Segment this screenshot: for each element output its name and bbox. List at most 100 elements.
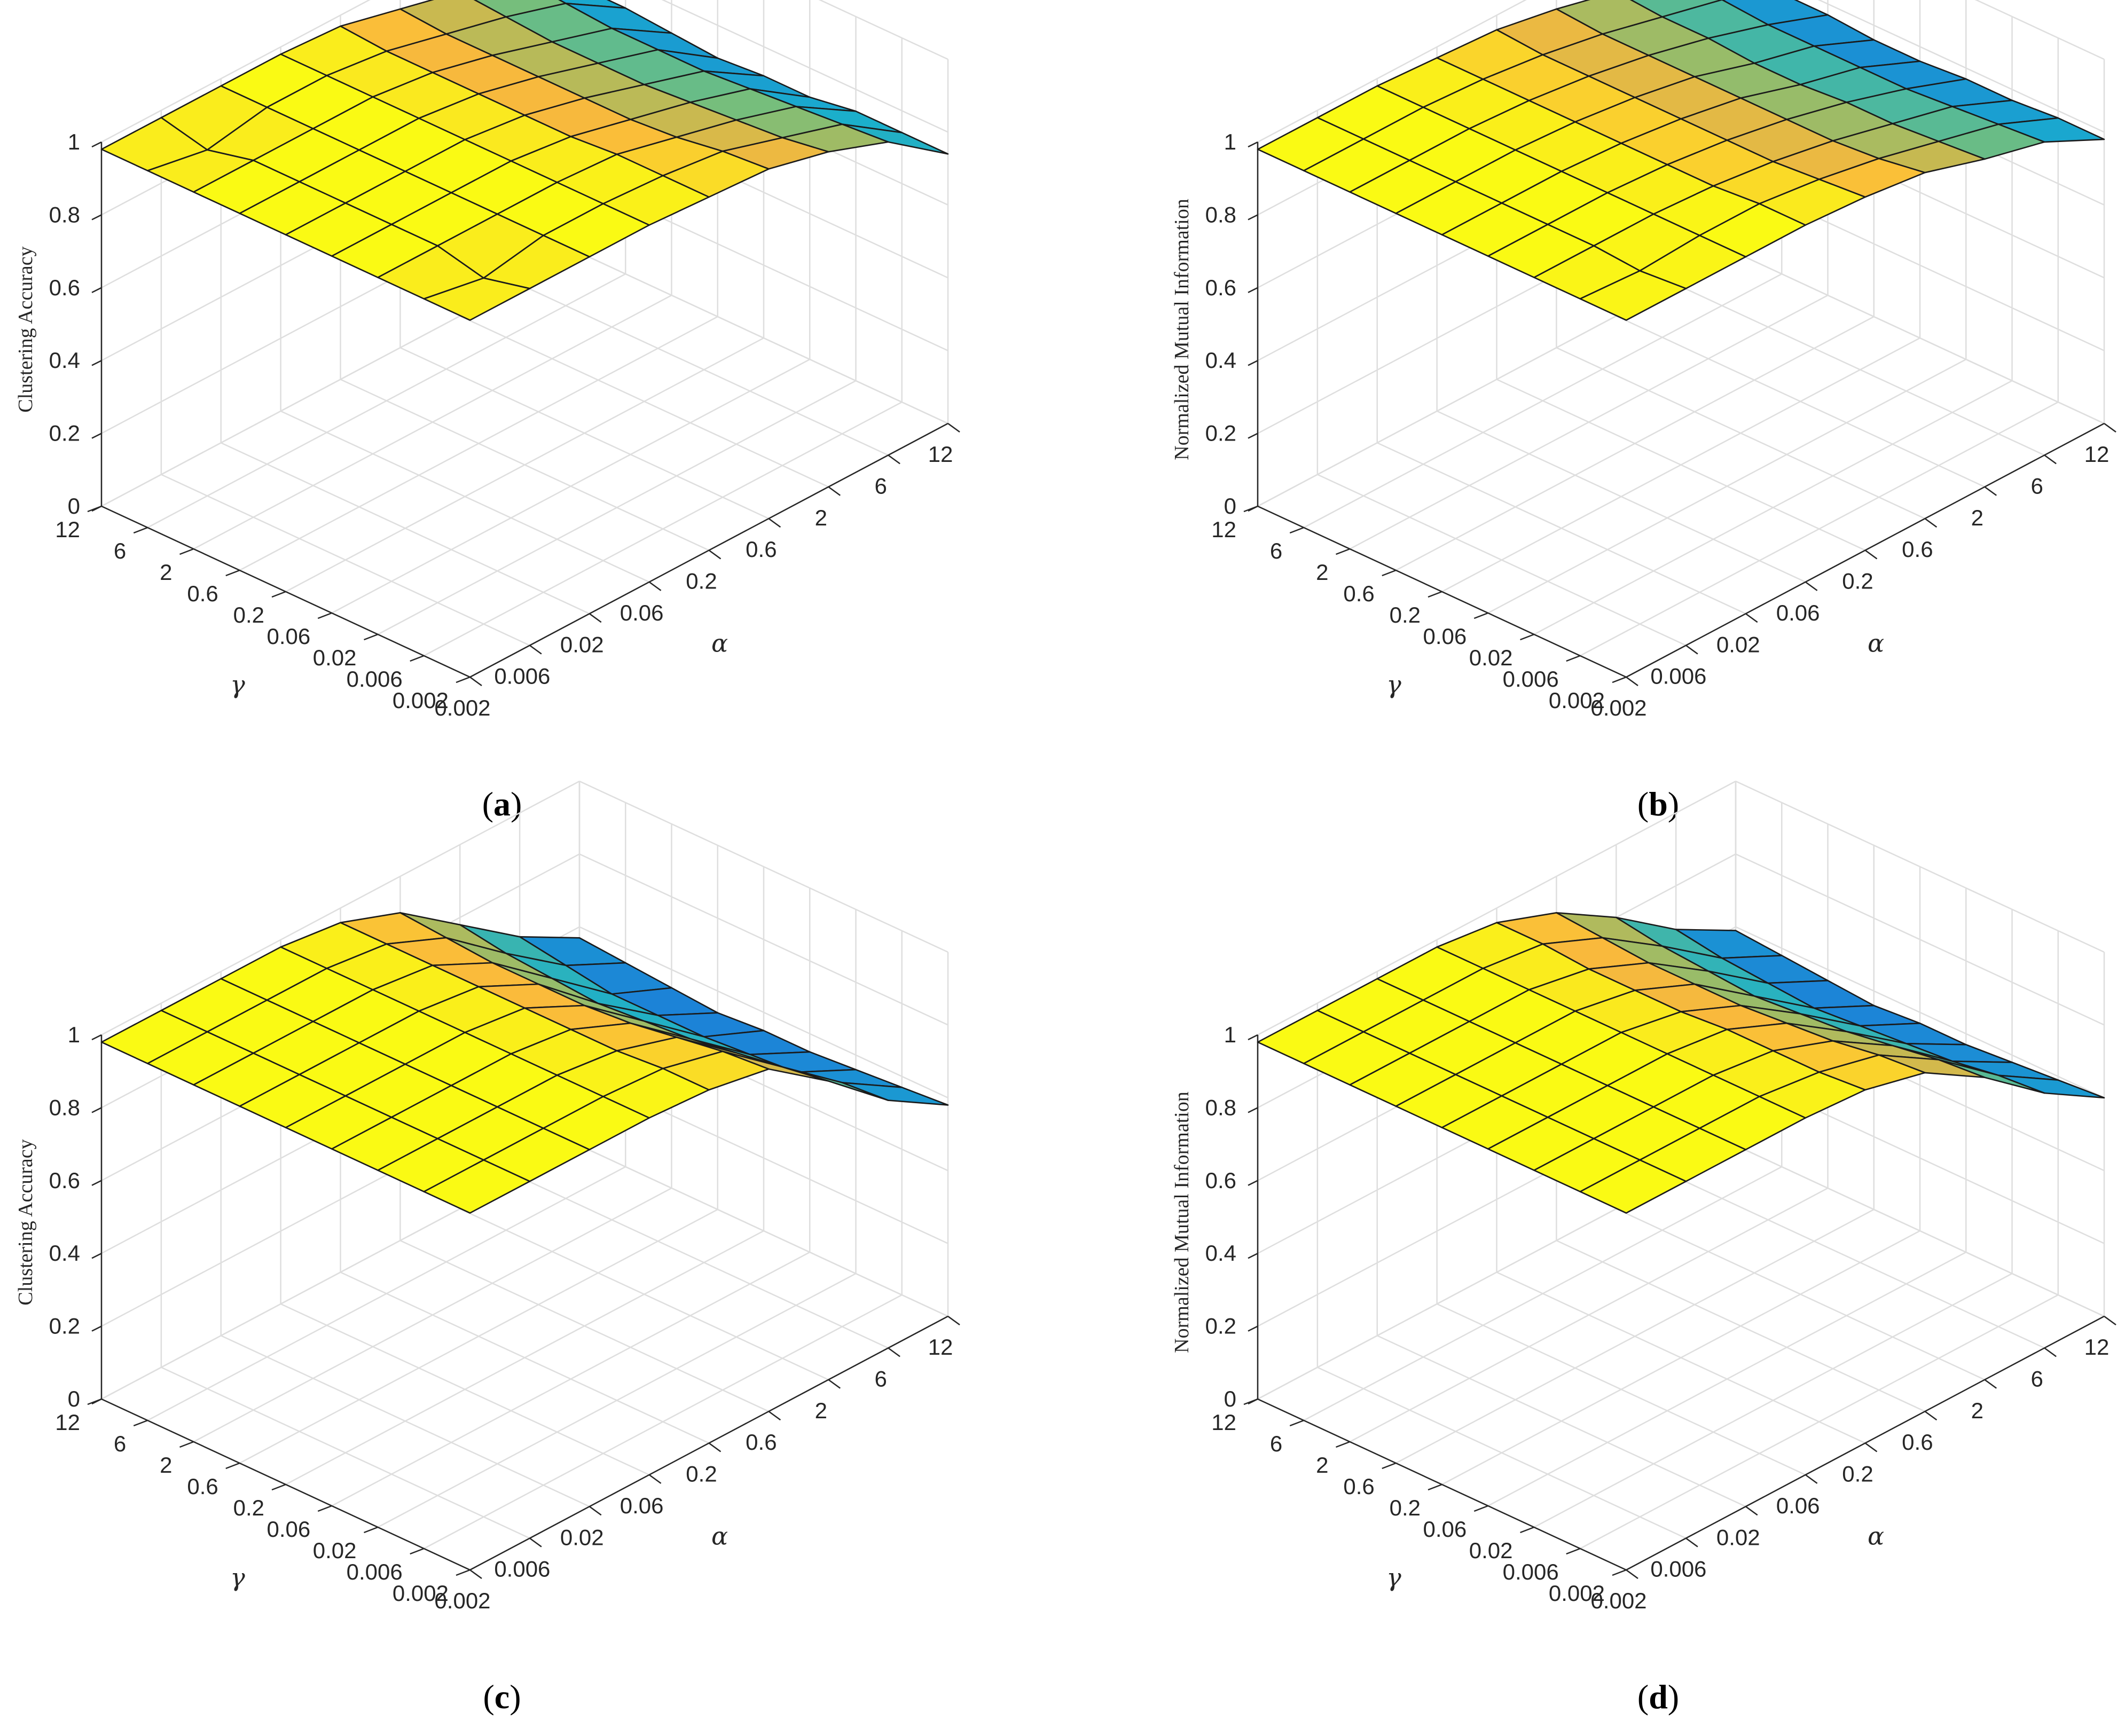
gamma-tick-label: 0.02 (313, 1538, 357, 1563)
wall-gridline (1257, 780, 1736, 1036)
z-tick (91, 1398, 102, 1405)
gamma-tick-label: 2 (1316, 1452, 1328, 1478)
z-tick (1248, 287, 1258, 293)
z-tick-label: 0.8 (1205, 202, 1236, 227)
tick-labels: 0.0020.0060.020.060.20.626120.0020.0060.… (49, 1022, 960, 1613)
floor-gridline (147, 1166, 626, 1421)
z-tick-label: 1 (68, 129, 80, 154)
gamma-tick (410, 1548, 425, 1555)
alpha-tick-label: 0.2 (1842, 569, 1873, 594)
gamma-tick-label: 0.002 (393, 688, 449, 713)
z-tick (1248, 1253, 1258, 1259)
wall-gridline (1257, 0, 1527, 143)
gamma-tick-label: 0.02 (313, 645, 357, 670)
alpha-tick-label: 0.6 (746, 537, 777, 562)
alpha-tick (648, 581, 662, 591)
surface-facet (1579, 270, 1687, 321)
floor-gridline (1441, 337, 1920, 593)
floor-gridline (519, 284, 889, 456)
z-tick-label: 0.2 (1205, 421, 1236, 446)
panel-caption-letter: d (1649, 1678, 1668, 1716)
alpha-tick-label: 0.06 (620, 600, 664, 625)
gamma-tick (1336, 548, 1350, 555)
gamma-tick-label: 0.6 (1343, 1474, 1374, 1499)
surface-facet (423, 1159, 531, 1214)
gamma-tick (1382, 569, 1397, 577)
surface (100, 912, 949, 1214)
wall-gridline (818, 0, 948, 60)
alpha-tick (828, 486, 841, 496)
gamma-tick (179, 548, 194, 555)
gamma-axis-label: γ (230, 1563, 245, 1592)
alpha-tick-label: 6 (2030, 473, 2043, 498)
alpha-tick (1805, 581, 1818, 591)
alpha-tick (1924, 1411, 1938, 1421)
alpha-tick-label: 12 (928, 1334, 953, 1360)
surface-facet (423, 277, 531, 321)
panel-caption: (b) (1637, 785, 1679, 823)
wall-gridline (579, 1144, 948, 1317)
tick-labels: 0.0020.0060.020.060.20.626120.0020.0060.… (49, 129, 960, 720)
gamma-tick (1520, 1526, 1534, 1534)
alpha-tick-label: 0.006 (494, 1557, 550, 1582)
z-tick-label: 1 (1224, 1022, 1236, 1047)
alpha-tick-label: 0.6 (746, 1429, 777, 1455)
floor-gridline (1675, 1176, 2045, 1349)
panel-b: 0.0020.0060.020.060.20.626120.0020.0060.… (1171, 0, 2116, 823)
alpha-tick-label: 0.02 (1716, 1525, 1760, 1550)
alpha-axis-label: α (711, 1522, 728, 1551)
gamma-tick (133, 527, 148, 534)
alpha-tick-label: 0.002 (434, 1588, 490, 1613)
wall-gridline (579, 853, 948, 1026)
panel-c: 0.0020.0060.020.060.20.626120.0020.0060.… (14, 780, 960, 1716)
alpha-tick-label: 0.006 (1650, 1557, 1706, 1582)
z-tick-label: 0 (68, 493, 80, 519)
gamma-tick (317, 1505, 332, 1512)
floor-gridline (285, 337, 764, 593)
floor-gridline (1616, 315, 1985, 488)
z-tick (91, 1253, 102, 1259)
gamma-tick (364, 1526, 378, 1534)
wall-gridline (579, 926, 948, 1098)
alpha-tick (648, 1474, 662, 1484)
floor-gridline (1556, 347, 1925, 520)
alpha-tick-label: 0.06 (620, 1493, 664, 1518)
gamma-tick (225, 569, 240, 577)
alpha-tick (1626, 676, 1638, 687)
gamma-tick-label: 6 (114, 538, 126, 563)
z-tick-label: 0.6 (1205, 1168, 1236, 1193)
floor-gridline (193, 1187, 672, 1443)
z-tick-label: 0.4 (49, 348, 80, 373)
gamma-tick-label: 0.006 (1503, 1559, 1559, 1584)
wall-gridline (1735, 1144, 2105, 1317)
z-tick-label: 0.6 (49, 275, 80, 300)
gamma-tick (133, 1419, 148, 1427)
z-tick (91, 1180, 102, 1186)
alpha-tick-label: 0.2 (686, 569, 717, 594)
tick-labels: 0.0020.0060.020.060.20.626120.0020.0060.… (1205, 1022, 2116, 1613)
z-tick (1248, 1180, 1258, 1186)
gamma-tick-label: 0.02 (1469, 645, 1513, 670)
panel-caption-letter: c (495, 1678, 509, 1716)
gamma-tick (271, 591, 286, 598)
alpha-tick-label: 2 (815, 505, 827, 530)
alpha-tick (1864, 1442, 1878, 1452)
z-tick (91, 214, 102, 221)
z-tick-label: 0.8 (49, 1095, 80, 1120)
alpha-tick (589, 1506, 602, 1516)
gamma-tick (364, 633, 378, 641)
gamma-tick-label: 0.6 (187, 1474, 218, 1499)
gamma-tick (1336, 1441, 1350, 1448)
panel-a: 0.0020.0060.020.060.20.626120.0020.0060.… (14, 0, 960, 823)
gamma-tick (1520, 633, 1534, 641)
gamma-tick-label: 0.006 (347, 1559, 403, 1584)
gamma-tick (1428, 1483, 1442, 1491)
alpha-tick-label: 0.002 (1590, 695, 1646, 720)
gamma-axis-label: γ (1386, 670, 1401, 699)
gamma-tick (1566, 1548, 1581, 1555)
gamma-tick-label: 0.06 (1423, 624, 1467, 649)
z-tick-label: 0.6 (1205, 275, 1236, 300)
alpha-tick (2104, 422, 2116, 433)
z-axis-label: Normalized Mutual Information (1171, 1091, 1193, 1353)
